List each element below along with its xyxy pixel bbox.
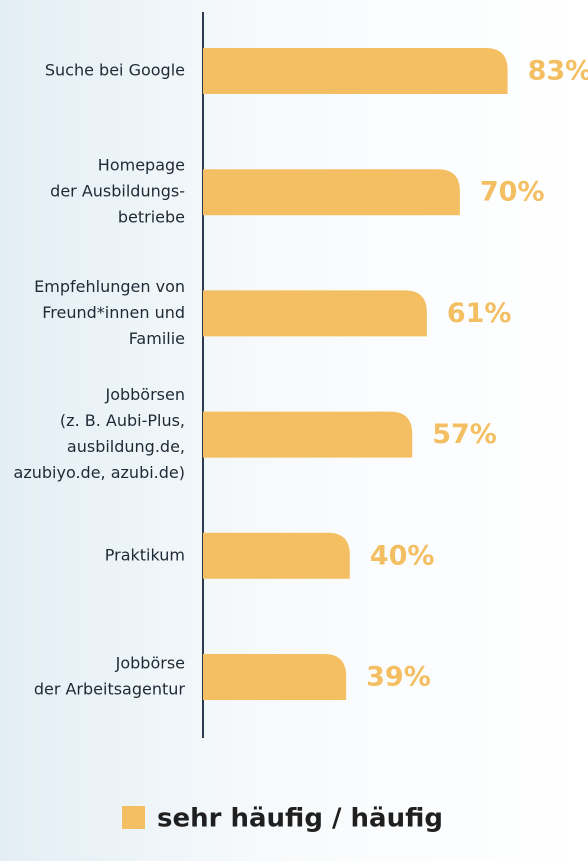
bar bbox=[203, 532, 350, 579]
bar bbox=[203, 290, 427, 337]
category-label: Suche bei Google bbox=[45, 61, 185, 80]
category-label: betriebe bbox=[118, 208, 185, 227]
value-label: 61% bbox=[447, 298, 512, 329]
category-label: Freund*innen und bbox=[42, 303, 185, 322]
value-label: 70% bbox=[480, 177, 545, 208]
value-label: 39% bbox=[366, 662, 431, 693]
category-label: Empfehlungen von bbox=[34, 277, 185, 296]
bar bbox=[203, 654, 347, 700]
category-label: der Arbeitsagentur bbox=[34, 680, 186, 699]
legend-label: sehr häufig / häufig bbox=[157, 804, 443, 834]
category-label: (z. B. Aubi-Plus, bbox=[60, 411, 185, 430]
category-label: Homepage bbox=[98, 156, 185, 175]
value-label: 57% bbox=[432, 419, 497, 450]
category-label: Jobbörsen bbox=[104, 385, 185, 404]
bar bbox=[203, 48, 508, 94]
category-label: ausbildung.de, bbox=[67, 437, 185, 456]
bar bbox=[203, 411, 413, 458]
value-label: 83% bbox=[528, 56, 588, 87]
category-label: der Ausbildungs- bbox=[50, 182, 185, 201]
category-label: Jobbörse bbox=[115, 654, 185, 673]
category-label: Familie bbox=[129, 329, 185, 348]
bar bbox=[203, 169, 460, 216]
legend-swatch bbox=[122, 806, 145, 829]
value-label: 40% bbox=[370, 540, 435, 571]
category-label: azubiyo.de, azubi.de) bbox=[14, 463, 185, 482]
category-label: Praktikum bbox=[105, 545, 185, 564]
